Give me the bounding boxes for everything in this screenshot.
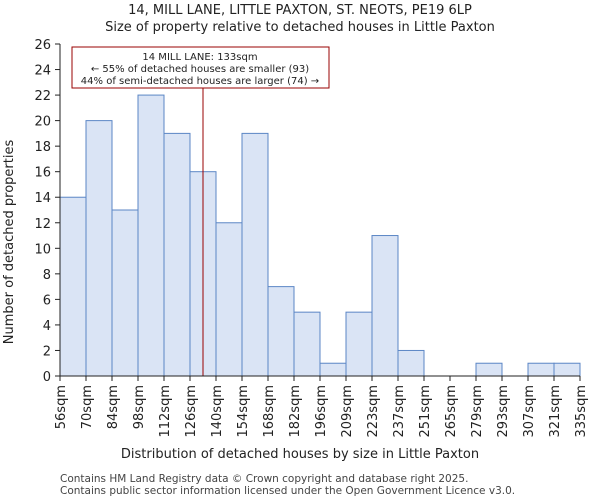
- x-tick-label: 182sqm: [288, 385, 303, 438]
- x-tick-label: 168sqm: [262, 385, 277, 438]
- chart-subtitle: Size of property relative to detached ho…: [105, 20, 495, 35]
- x-tick-label: 223sqm: [366, 385, 381, 438]
- bar-70sqm: [85, 120, 113, 377]
- footer-line-2: Contains public sector information licen…: [60, 485, 515, 497]
- x-tick-label: 335sqm: [574, 385, 589, 438]
- bar-154sqm: [241, 132, 269, 377]
- x-tick-label: 84sqm: [106, 385, 121, 429]
- bar-140sqm: [215, 222, 243, 377]
- x-tick-label: 56sqm: [54, 385, 69, 429]
- y-tick-label: 2: [43, 344, 51, 359]
- x-tick-label: 98sqm: [132, 385, 147, 429]
- x-tick-label: 209sqm: [340, 385, 355, 438]
- y-tick-label: 20: [34, 115, 51, 130]
- x-tick-label: 279sqm: [470, 385, 485, 438]
- x-tick-label: 251sqm: [418, 385, 433, 438]
- y-tick-label: 14: [34, 191, 51, 206]
- bar-307sqm: [527, 362, 555, 377]
- bar-237sqm: [397, 349, 425, 377]
- x-ticks: 56sqm 70sqm 84sqm 98sqm 112sqm 126sqm 140sqm 15…: [54, 376, 589, 438]
- footer-line-1: Contains HM Land Registry data © Crown c…: [60, 473, 468, 485]
- x-tick-label: 126sqm: [184, 385, 199, 438]
- x-tick-label: 70sqm: [80, 385, 95, 429]
- x-axis-label: Distribution of detached houses by size …: [121, 447, 479, 462]
- bar-223sqm: [371, 235, 399, 377]
- bar-168sqm: [267, 286, 295, 377]
- x-tick-label: 321sqm: [548, 385, 563, 438]
- y-tick-label: 12: [34, 217, 51, 232]
- bar-112sqm: [163, 132, 191, 377]
- y-tick-label: 18: [34, 140, 51, 155]
- x-tick-label: 154sqm: [236, 385, 251, 438]
- y-tick-label: 4: [43, 319, 51, 334]
- marker-group: 14 MILL LANE: 133sqm ← 55% of detached h…: [71, 46, 330, 376]
- bar-98sqm: [137, 94, 165, 377]
- x-tick-label: 307sqm: [522, 385, 537, 438]
- bar-196sqm: [319, 362, 347, 377]
- chart-title: 14, MILL LANE, LITTLE PAXTON, ST. NEOTS,…: [128, 3, 472, 18]
- x-tick-label: 293sqm: [496, 385, 511, 438]
- annotation-line-3: 44% of semi-detached houses are larger (…: [81, 76, 319, 87]
- bar-182sqm: [293, 311, 321, 377]
- y-tick-label: 22: [34, 89, 51, 104]
- annotation-line-1: 14 MILL LANE: 133sqm: [142, 52, 257, 63]
- y-tick-label: 8: [43, 268, 51, 283]
- bars-group: [59, 94, 581, 377]
- y-tick-label: 0: [43, 370, 51, 385]
- bar-56sqm: [59, 196, 87, 377]
- y-tick-label: 10: [34, 242, 51, 257]
- x-tick-label: 112sqm: [158, 385, 173, 438]
- x-tick-label: 265sqm: [444, 385, 459, 438]
- x-tick-label: 237sqm: [392, 385, 407, 438]
- y-axis-label: Number of detached properties: [2, 140, 17, 345]
- annotation-box: [71, 46, 330, 89]
- bar-209sqm: [345, 311, 373, 377]
- bar-279sqm: [475, 362, 503, 377]
- annotation-line-2: ← 55% of detached houses are smaller (93…: [91, 64, 309, 75]
- x-tick-label: 140sqm: [210, 385, 225, 438]
- y-tick-label: 24: [34, 64, 51, 79]
- x-tick-label: 196sqm: [314, 385, 329, 438]
- y-tick-label: 6: [43, 293, 51, 308]
- y-tick-label: 26: [34, 38, 51, 53]
- bar-321sqm: [553, 362, 581, 377]
- y-tick-label: 16: [34, 166, 51, 181]
- bar-84sqm: [111, 209, 139, 377]
